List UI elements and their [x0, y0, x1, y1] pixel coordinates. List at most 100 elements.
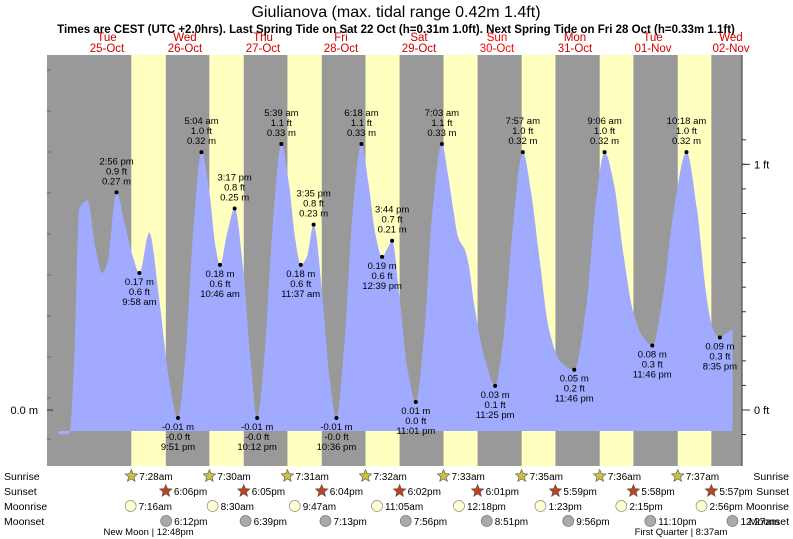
extremum-ft: 0.7 ft	[382, 215, 403, 226]
extremum-m: 0.03 m	[481, 390, 510, 401]
moonrise-time: 12:18pm	[467, 502, 506, 513]
extremum-m: 0.33 m	[347, 128, 376, 139]
sunrise-time: 7:37am	[686, 472, 719, 483]
extremum-m: 0.08 m	[638, 350, 667, 361]
extremum-ft: 1.0 ft	[512, 126, 533, 137]
moonrise-time: 2:15pm	[629, 502, 662, 513]
sunset-star-icon	[392, 483, 407, 497]
extremum-m: 0.32 m	[508, 136, 537, 147]
extremum-dot	[684, 150, 689, 155]
extremum-m: 0.23 m	[299, 209, 328, 220]
row-label-left: Moonrise	[4, 501, 47, 513]
extremum-m: 0.17 m	[125, 277, 154, 288]
extremum-time: 11:37 am	[281, 289, 320, 300]
moonrise-time: 2:56pm	[710, 502, 743, 513]
day-date: 01-Nov	[634, 43, 671, 55]
extremum-ft: 0.1 ft	[485, 400, 506, 411]
sun-moon-table: Sunrise Sunrise Sunset Sunset Moonrise Moonri…	[4, 468, 789, 538]
moonset-time: 6:39pm	[254, 517, 287, 528]
moonset-time: 7:56pm	[414, 517, 447, 528]
axes: 0.0 m 0 ft 1 ft	[10, 55, 769, 466]
moonset-icon	[239, 515, 252, 527]
extremum-dot	[380, 254, 385, 259]
extremum-dot	[176, 416, 181, 421]
extremum-dot	[717, 335, 722, 340]
day-name: Sat	[410, 32, 428, 44]
chart-title: Giulianova (max. tidal range 0.42m 1.4ft…	[251, 4, 540, 21]
moonset-time: 9:56pm	[576, 517, 609, 528]
sunset-star-icon	[704, 483, 719, 497]
sunrise-star-icon	[514, 468, 529, 482]
day-date: 29-Oct	[402, 43, 437, 55]
extremum-ft: 0.0 ft	[405, 416, 426, 427]
tide-curve-fill	[58, 144, 733, 435]
extremum-time: 9:51 pm	[161, 442, 195, 453]
sunset-time: 6:04pm	[330, 487, 363, 498]
moonrise-icon	[453, 500, 465, 512]
day-date: 26-Oct	[168, 43, 203, 55]
extremum-ft: 0.6 ft	[290, 279, 311, 290]
sunset-star-icon	[236, 483, 251, 497]
extremum-m: 0.33 m	[267, 128, 296, 139]
sunrise-time: 7:36am	[608, 472, 641, 483]
extremum-dot	[255, 416, 260, 421]
day-date: 30-Oct	[480, 43, 515, 55]
extremum-dot	[572, 367, 577, 372]
y-tick-label-ft: 1 ft	[754, 159, 769, 171]
moonrise-icon	[695, 500, 708, 512]
sunrise-star-icon	[436, 468, 451, 482]
extremum-m: 0.33 m	[427, 128, 456, 139]
extremum-dot	[218, 262, 223, 267]
moonset-icon	[726, 515, 739, 527]
extremum-dot	[413, 399, 418, 404]
extremum-dot	[232, 206, 237, 211]
extremum-time: 11:46 pm	[633, 370, 672, 381]
sunset-star-icon	[470, 483, 485, 497]
sunrise-time: 7:33am	[452, 472, 485, 483]
day-name: Wed	[173, 32, 196, 44]
moonset-icon	[562, 515, 575, 527]
moonrise-icon	[534, 500, 547, 512]
extremum-m: 0.21 m	[378, 225, 407, 236]
day-name: Fri	[334, 32, 347, 44]
extremum-m: 0.09 m	[705, 341, 734, 352]
y-tick-label-m: 0.0 m	[10, 405, 38, 417]
extremum-time: 3:17 pm	[217, 173, 251, 184]
moonrise-icon	[288, 500, 301, 512]
extremum-ft: -0.0 ft	[245, 432, 270, 443]
day-date: 31-Oct	[558, 43, 593, 55]
extremum-m: -0.01 m	[162, 422, 194, 433]
moonrise-time: 8:30am	[221, 502, 254, 513]
sunrise-time: 7:28am	[139, 472, 172, 483]
sunrise-star-icon	[280, 468, 295, 482]
extremum-ft: 0.6 ft	[372, 271, 393, 282]
row-label-right: Sunrise	[753, 471, 789, 483]
extremum-dot	[439, 142, 444, 147]
extremum-time: 9:06 am	[587, 116, 621, 127]
extremum-time: 2:56 pm	[99, 156, 133, 167]
extremum-dot	[114, 190, 119, 195]
extremum-time: 6:18 am	[344, 108, 378, 119]
moonset-time: 12:27am	[740, 517, 779, 528]
moonrise-time: 11:05am	[385, 502, 423, 513]
extremum-time: 12:39 pm	[362, 281, 402, 292]
moonrise-icon	[206, 500, 219, 512]
extremum-m: -0.01 m	[241, 422, 273, 433]
moonset-icon	[399, 515, 412, 527]
extremum-ft: 1.1 ft	[351, 118, 372, 129]
day-name: Wed	[719, 32, 742, 44]
day-name: Sun	[487, 32, 507, 44]
moonset-time: 8:51pm	[495, 517, 528, 528]
moonrise-icon	[371, 500, 383, 512]
extremum-dot	[390, 238, 395, 243]
day-name: Mon	[564, 32, 586, 44]
extremum-ft: 0.8 ft	[303, 199, 324, 210]
extremum-ft: 1.0 ft	[594, 126, 615, 137]
extremum-m: 0.32 m	[187, 136, 216, 147]
moonrise-time: 7:16am	[139, 502, 172, 513]
moon-phase-label: New Moon | 12:48pm	[104, 527, 194, 538]
sunset-time: 6:01pm	[486, 487, 519, 498]
row-label-right: Moonrise	[746, 501, 789, 513]
sunrise-star-icon	[202, 468, 217, 482]
